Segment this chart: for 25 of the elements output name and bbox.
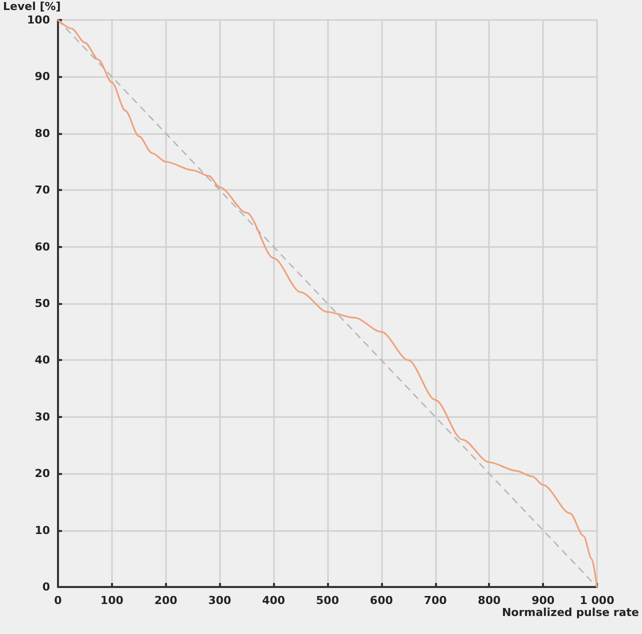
y-axis-title: Level [%] xyxy=(3,0,61,13)
x-tick-label: 900 xyxy=(532,594,555,607)
y-tick-label: 10 xyxy=(34,524,50,537)
y-tick-label: 60 xyxy=(34,240,50,254)
y-tick-label: 40 xyxy=(34,354,50,367)
y-tick-label: 70 xyxy=(34,184,50,197)
x-tick-label: 100 xyxy=(100,594,124,607)
x-tick-label: 300 xyxy=(208,594,232,607)
x-tick-label: 0 xyxy=(54,594,62,607)
x-tick-label: 800 xyxy=(478,594,502,607)
y-tick-label: 20 xyxy=(34,467,50,480)
y-tick-label: 50 xyxy=(34,297,50,310)
x-tick-label: 400 xyxy=(262,594,286,607)
y-tick-label: 80 xyxy=(34,126,50,140)
x-tick-label: 500 xyxy=(316,594,340,607)
x-tick-label: 1 000 xyxy=(580,594,615,607)
x-axis-title: Normalized pulse rate xyxy=(502,606,639,619)
x-tick-label: 200 xyxy=(154,594,178,607)
x-tick-label: 600 xyxy=(370,594,394,607)
line-series xyxy=(57,19,598,588)
y-tick-label: 100 xyxy=(27,14,50,26)
y-tick-label: 0 xyxy=(42,580,50,594)
y-tick-label: 90 xyxy=(34,70,50,84)
y-tick-label: 30 xyxy=(34,410,50,424)
x-tick-label: 700 xyxy=(424,594,448,607)
